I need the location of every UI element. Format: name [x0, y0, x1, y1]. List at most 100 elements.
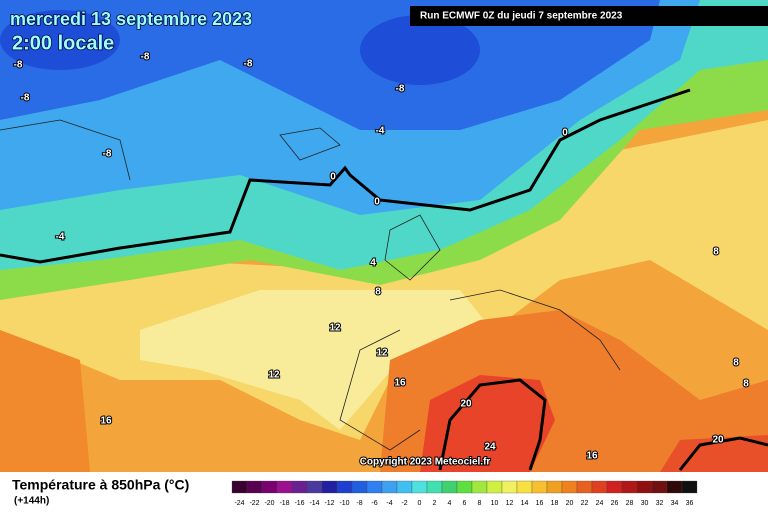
- legend-title: Température à 850hPa (°C): [12, 477, 189, 493]
- isotherm-contours: [0, 88, 768, 471]
- colorbar-label: -2: [401, 500, 407, 507]
- contour-label: 12: [329, 323, 341, 334]
- colorbar-label: -10: [339, 500, 349, 507]
- color-swatch: [486, 480, 503, 494]
- contour-label: 20: [460, 399, 472, 410]
- color-swatch: [576, 480, 593, 494]
- color-swatch: [306, 480, 323, 494]
- contour-label: -8: [396, 84, 405, 95]
- contour-label: 16: [394, 378, 406, 389]
- color-swatch: [441, 480, 458, 494]
- colorbar-label: 2: [433, 500, 437, 507]
- colorbar-label: 28: [626, 500, 634, 507]
- color-swatch: [516, 480, 533, 494]
- copyright: Copyright 2023 Meteociel.fr: [360, 457, 491, 468]
- colorbar-label: 12: [506, 500, 514, 507]
- colorbar-label: -16: [294, 500, 304, 507]
- color-swatch: [381, 480, 398, 494]
- contour-label: 0: [374, 197, 380, 208]
- color-swatch: [681, 480, 698, 494]
- colorbar-label: -18: [279, 500, 289, 507]
- contour-label: 12: [268, 370, 280, 381]
- coastlines: [0, 119, 621, 451]
- color-swatch: [336, 480, 353, 494]
- colorbar-label: -22: [249, 500, 259, 507]
- colorbar-label: 14: [521, 500, 529, 507]
- contour-label: -8: [14, 60, 23, 71]
- contour-label: -4: [56, 232, 65, 243]
- colorbar-label: -8: [356, 500, 362, 507]
- contour-label: -8: [141, 52, 150, 63]
- colorbar-label: 32: [656, 500, 664, 507]
- colorbar-label: 30: [641, 500, 649, 507]
- color-swatch: [366, 480, 383, 494]
- color-swatch: [471, 480, 488, 494]
- temperature-field: [0, 0, 768, 472]
- contour-label: 8: [713, 247, 719, 258]
- color-swatch: [651, 480, 668, 494]
- colorbar-label: 16: [536, 500, 544, 507]
- color-swatch: [606, 480, 623, 494]
- color-swatch: [636, 480, 653, 494]
- color-swatch: [231, 480, 248, 494]
- colorbar-label: 34: [671, 500, 679, 507]
- map-title: mercredi 13 septembre 2023: [10, 9, 252, 29]
- contour-label: -8: [103, 149, 112, 160]
- colorbar: -24 -22 -20 -18 -16 -14 -12 -10 -8 -6 -4 -2 0 2 4 6 8 10 1…: [231, 480, 698, 507]
- contour-label: 24: [484, 442, 496, 453]
- color-swatch: [276, 480, 293, 494]
- contour-label: 8: [743, 379, 749, 390]
- color-swatch: [561, 480, 578, 494]
- contour-label: 8: [733, 358, 739, 369]
- contour-label: 8: [375, 287, 381, 298]
- color-swatch: [351, 480, 368, 494]
- color-swatch: [621, 480, 638, 494]
- colorbar-label: -4: [386, 500, 392, 507]
- contour-label: 12: [376, 348, 388, 359]
- colorbar-label: 24: [596, 500, 604, 507]
- colorbar-label: 22: [581, 500, 589, 507]
- colorbar-label: -12: [324, 500, 334, 507]
- colorbar-label: 36: [686, 500, 694, 507]
- run-info: Run ECMWF 0Z du jeudi 7 septembre 2023: [420, 11, 623, 22]
- run-banner: [410, 6, 768, 26]
- color-swatch: [456, 480, 473, 494]
- colorbar-label: 18: [551, 500, 559, 507]
- legend-subtitle: (+144h): [14, 496, 49, 507]
- contour-label: 16: [586, 451, 598, 462]
- contour-label: 0: [562, 128, 568, 139]
- contour-label: -8: [21, 93, 30, 104]
- color-swatch: [531, 480, 548, 494]
- contour-label: 16: [100, 416, 112, 427]
- colorbar-label: 20: [566, 500, 574, 507]
- color-swatch: [591, 480, 608, 494]
- colorbar-label: 4: [448, 500, 452, 507]
- colorbar-label: 26: [611, 500, 619, 507]
- contour-label: 0: [330, 172, 336, 183]
- color-swatch: [396, 480, 413, 494]
- color-swatch: [246, 480, 263, 494]
- color-swatch: [501, 480, 518, 494]
- color-swatch: [666, 480, 683, 494]
- colorbar-label: -24: [234, 500, 244, 507]
- map-time: 2:00 locale: [12, 32, 114, 54]
- contour-labels: -8 -8 -8 -8 -8 -8 -4 0 0 0 -4 4 8 12 12 12 16 16 20 24 16 20 8…: [13, 51, 751, 463]
- color-swatch: [321, 480, 338, 494]
- contour-label: 20: [712, 435, 724, 446]
- color-swatch: [291, 480, 308, 494]
- contour-label: -4: [376, 126, 385, 137]
- colorbar-label: 0: [418, 500, 422, 507]
- colorbar-label: 10: [491, 500, 499, 507]
- colorbar-label: 8: [478, 500, 482, 507]
- contour-label: -8: [244, 59, 253, 70]
- color-swatch: [411, 480, 428, 494]
- color-swatch: [426, 480, 443, 494]
- colorbar-label: -6: [371, 500, 377, 507]
- colorbar-label: -20: [264, 500, 274, 507]
- colorbar-label: -14: [309, 500, 319, 507]
- color-swatch: [261, 480, 278, 494]
- colorbar-label: 6: [463, 500, 467, 507]
- color-swatch: [546, 480, 563, 494]
- contour-label: 4: [370, 258, 376, 269]
